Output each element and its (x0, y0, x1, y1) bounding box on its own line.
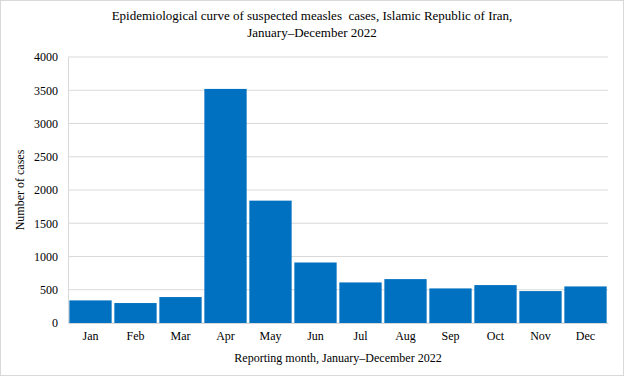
grid-line (68, 90, 608, 91)
y-tick-label: 500 (40, 283, 58, 297)
x-tick-label: Apr (216, 329, 235, 343)
x-tick-label: Sep (442, 329, 460, 343)
bar (114, 303, 156, 323)
title-line: January–December 2022 (247, 25, 377, 40)
x-axis-title: Reporting month, January–December 2022 (234, 351, 441, 365)
title: Epidemiological curve of suspected measl… (112, 8, 513, 40)
bar (339, 282, 381, 323)
y-tick-label: 0 (52, 316, 58, 330)
y-axis: 0 500 1000 1500 2000 2500 3000 3500 4000 (34, 50, 69, 330)
x-tick: Oct (487, 323, 505, 343)
y-tick-label: 1000 (34, 250, 58, 264)
x-tick: Feb (127, 323, 145, 343)
bar (294, 262, 336, 323)
x-tick-label: Feb (127, 329, 145, 343)
y-tick: 1500 (34, 217, 68, 231)
bar (159, 297, 201, 323)
y-tick: 0 (52, 316, 68, 330)
x-tick-label: May (260, 329, 282, 343)
bar (564, 286, 606, 323)
y-tick: 3000 (34, 117, 68, 131)
x-tick: Jun (307, 323, 324, 343)
x-tick: Nov (530, 323, 551, 343)
y-tick-label: 4000 (34, 50, 58, 64)
y-tick: 4000 (34, 50, 68, 64)
bar (204, 89, 246, 323)
grid-line (68, 289, 608, 290)
x-tick: Apr (216, 323, 235, 343)
x-axis: Jan Feb Mar Apr May Jun Jul Aug Sep Oct Nov Dec (69, 323, 609, 343)
grid-line (68, 57, 608, 58)
x-tick-label: Nov (530, 329, 551, 343)
x-tick-label: Oct (487, 329, 505, 343)
grid (68, 57, 608, 323)
chart: 0 500 1000 1500 2000 2500 3000 3500 4000 Jan Feb Ma… (0, 0, 624, 376)
grid-line (68, 123, 608, 124)
bars (69, 89, 606, 323)
x-tick-label: Mar (171, 329, 191, 343)
x-tick: Sep (442, 323, 460, 343)
y-axis-title: Number of cases (13, 149, 27, 230)
bar (384, 279, 426, 323)
y-tick-label: 3500 (34, 84, 58, 98)
y-tick-label: 2000 (34, 183, 58, 197)
y-tick-label: 1500 (34, 217, 58, 231)
plot-area: 0 500 1000 1500 2000 2500 3000 3500 4000 Jan Feb Ma… (34, 50, 609, 342)
x-tick-label: Jun (307, 329, 324, 343)
x-tick: Mar (171, 323, 191, 343)
y-tick-label: 3000 (34, 117, 58, 131)
bar (429, 288, 471, 323)
bar (474, 285, 516, 323)
y-tick: 3500 (34, 84, 68, 98)
x-tick: Jan (83, 323, 99, 343)
y-tick: 500 (40, 283, 68, 297)
x-tick: Aug (395, 323, 416, 343)
x-tick: Jul (353, 323, 368, 343)
bar (519, 291, 561, 323)
y-tick: 1000 (34, 250, 68, 264)
y-tick: 2500 (34, 150, 68, 164)
x-tick-label: Aug (395, 329, 416, 343)
bar (249, 201, 291, 323)
grid-line (68, 256, 608, 257)
bar (69, 300, 111, 323)
x-axis-line (69, 323, 609, 324)
title-line: Epidemiological curve of suspected measl… (112, 8, 513, 23)
x-tick-label: Jan (83, 329, 99, 343)
x-tick: May (260, 323, 282, 343)
grid-line (68, 190, 608, 191)
y-tick-label: 2500 (34, 150, 58, 164)
x-tick-label: Dec (576, 329, 595, 343)
chart-border (1, 1, 624, 376)
grid-line (68, 223, 608, 224)
y-axis-line (68, 58, 69, 324)
grid-line (68, 156, 608, 157)
x-tick-label: Jul (353, 329, 368, 343)
x-tick: Dec (576, 323, 595, 343)
y-tick: 2000 (34, 183, 68, 197)
